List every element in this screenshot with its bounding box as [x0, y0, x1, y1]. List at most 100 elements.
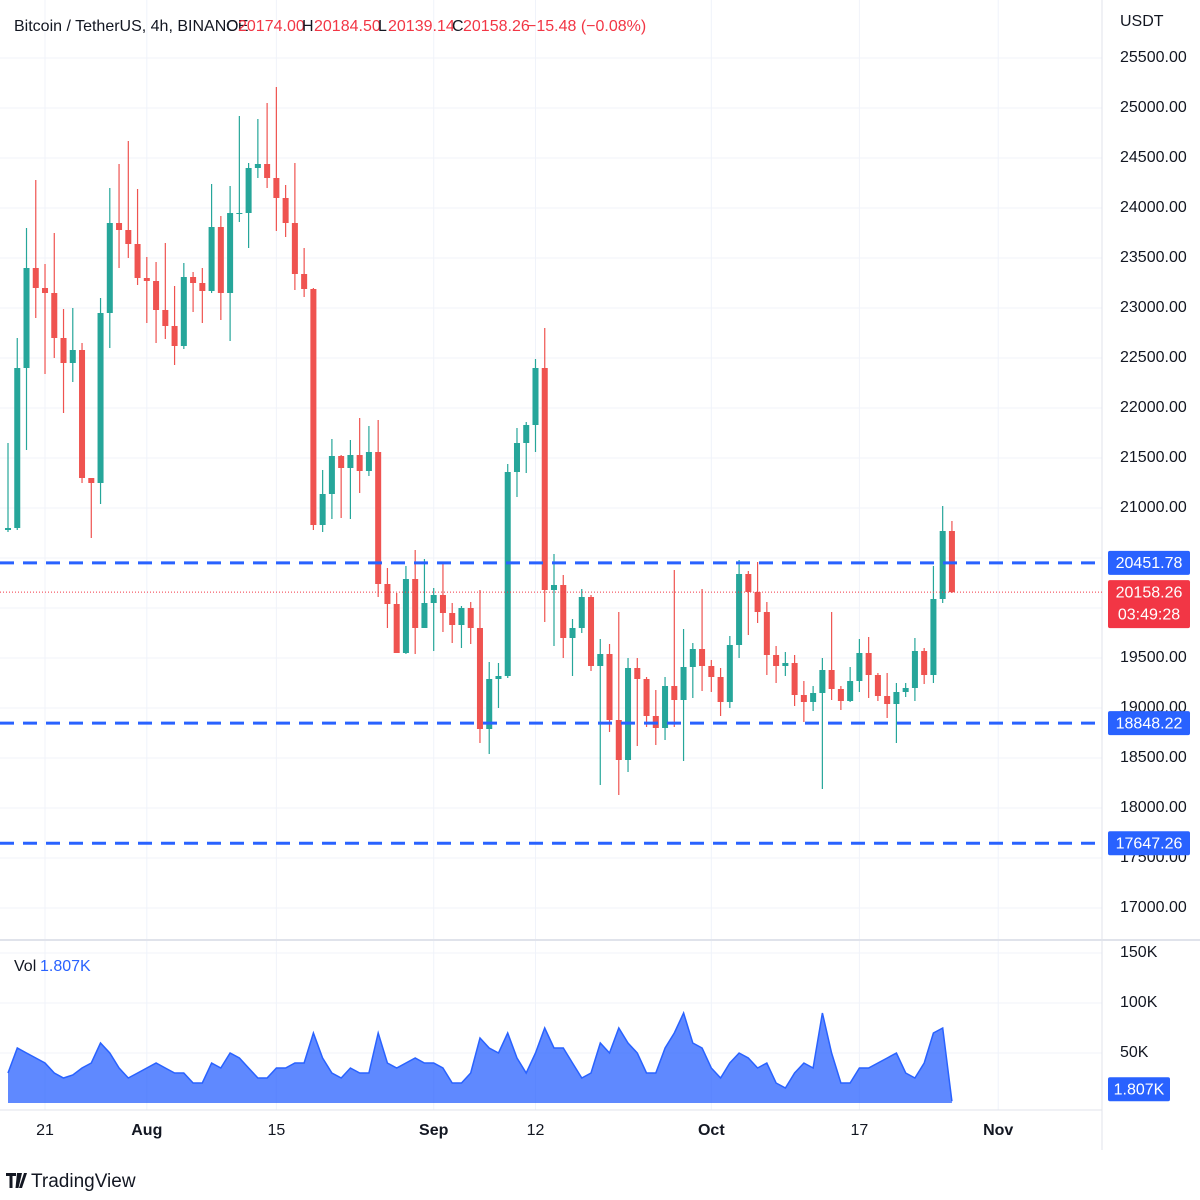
candle-body: [902, 688, 909, 692]
candle-body: [412, 579, 419, 628]
candle-body: [893, 692, 900, 704]
candle-body: [310, 289, 317, 525]
candle-body: [301, 274, 308, 289]
candle-body: [273, 178, 280, 198]
volume-tag: [1108, 1077, 1170, 1102]
candle-body: [874, 675, 881, 696]
candle-body: [643, 679, 650, 716]
candle-body: [171, 326, 178, 346]
candle-body: [588, 597, 595, 666]
candle-body: [153, 281, 160, 310]
candle-body: [680, 667, 687, 700]
candle-body: [439, 595, 446, 613]
y-tick-label: 24500.00: [1120, 149, 1187, 166]
change: −15.48 (−0.08%): [527, 18, 646, 35]
level-tag: [1108, 550, 1190, 575]
candle-body: [837, 689, 844, 701]
x-tick-label: Oct: [698, 1122, 725, 1139]
candle-body: [911, 651, 918, 688]
candle-body: [42, 288, 49, 293]
candle-body: [763, 612, 770, 655]
candle-body: [467, 608, 474, 628]
candle-body: [939, 531, 946, 599]
candle-body: [671, 686, 678, 700]
candle-body: [282, 198, 289, 223]
candle-body: [560, 585, 567, 638]
candle-body: [328, 456, 335, 494]
candle-body: [773, 655, 780, 666]
candle-body: [476, 628, 483, 729]
volume-tag-label: 1.807K: [1114, 1081, 1165, 1098]
y-tick-label: 25500.00: [1120, 49, 1187, 66]
c-label: C: [452, 18, 464, 35]
brand[interactable]: TradingView: [6, 1171, 136, 1192]
candle-body: [513, 443, 520, 472]
candle-body: [393, 604, 400, 653]
candle-body: [162, 310, 169, 326]
candle-body: [819, 670, 826, 693]
candle-body: [125, 230, 132, 244]
level-label: 20451.78: [1116, 555, 1183, 572]
x-tick-label: 17: [850, 1122, 868, 1139]
candle-body: [800, 695, 807, 702]
candle-body: [782, 663, 789, 666]
candle-body: [791, 663, 798, 695]
candle-body: [699, 649, 706, 666]
o-value: 20174.00: [238, 18, 305, 35]
vol-label: Vol: [14, 958, 36, 975]
last-price-tag: [1108, 580, 1190, 629]
ohlc-legend: O 20174.00 H 20184.50 L 20139.14 C 20158…: [226, 18, 646, 35]
y-tick-label: 23500.00: [1120, 249, 1187, 266]
brand-logo: [6, 1173, 27, 1188]
candle-body: [217, 227, 224, 293]
candle-body: [190, 277, 197, 283]
candle-body: [51, 293, 58, 338]
candle-body: [615, 720, 622, 760]
y-tick-label: 24000.00: [1120, 199, 1187, 216]
candle-body: [254, 164, 261, 168]
y-tick-label: 23000.00: [1120, 299, 1187, 316]
symbol[interactable]: Bitcoin / TetherUS, 4h, BINANCE: [14, 18, 248, 35]
y-tick-label: 18000.00: [1120, 799, 1187, 816]
candle-body: [754, 592, 761, 612]
candle-body: [486, 679, 493, 729]
vol-value: 1.807K: [40, 958, 91, 975]
level-tag: [1108, 831, 1190, 856]
candle-body: [495, 676, 502, 679]
candle-body: [208, 227, 215, 291]
currency: USDT: [1120, 13, 1164, 30]
candle-body: [79, 350, 86, 478]
y-tick-label: 50K: [1120, 1044, 1149, 1061]
candle-body: [532, 368, 539, 425]
candle-body: [578, 597, 585, 628]
candle-body: [930, 599, 937, 675]
candle-body: [60, 338, 67, 363]
x-tick-label: Aug: [131, 1122, 162, 1139]
candle-body: [338, 456, 345, 468]
candle-body: [550, 585, 558, 590]
candle-body: [597, 654, 604, 666]
candle-body: [504, 472, 511, 676]
candle-body: [291, 223, 298, 274]
candle-body: [430, 595, 437, 603]
candle-body: [541, 368, 548, 590]
last-price-label: 20158.26: [1116, 584, 1183, 601]
candle-body: [717, 677, 724, 702]
candle-body: [236, 213, 243, 214]
candle-body: [449, 613, 456, 625]
volume-line: [7, 1010, 953, 1102]
y-tick-label: 21000.00: [1120, 499, 1187, 516]
candle-body: [245, 168, 252, 213]
volume-area: [8, 1013, 952, 1103]
level-label: 17647.26: [1116, 835, 1183, 852]
candle-body: [402, 579, 409, 653]
candle-body: [606, 654, 613, 720]
x-tick-label: 12: [527, 1122, 545, 1139]
x-tick-label: 21: [36, 1122, 54, 1139]
h-value: 20184.50: [314, 18, 381, 35]
candle-body: [106, 223, 113, 313]
candle-body: [569, 628, 576, 638]
h-label: H: [302, 18, 314, 35]
